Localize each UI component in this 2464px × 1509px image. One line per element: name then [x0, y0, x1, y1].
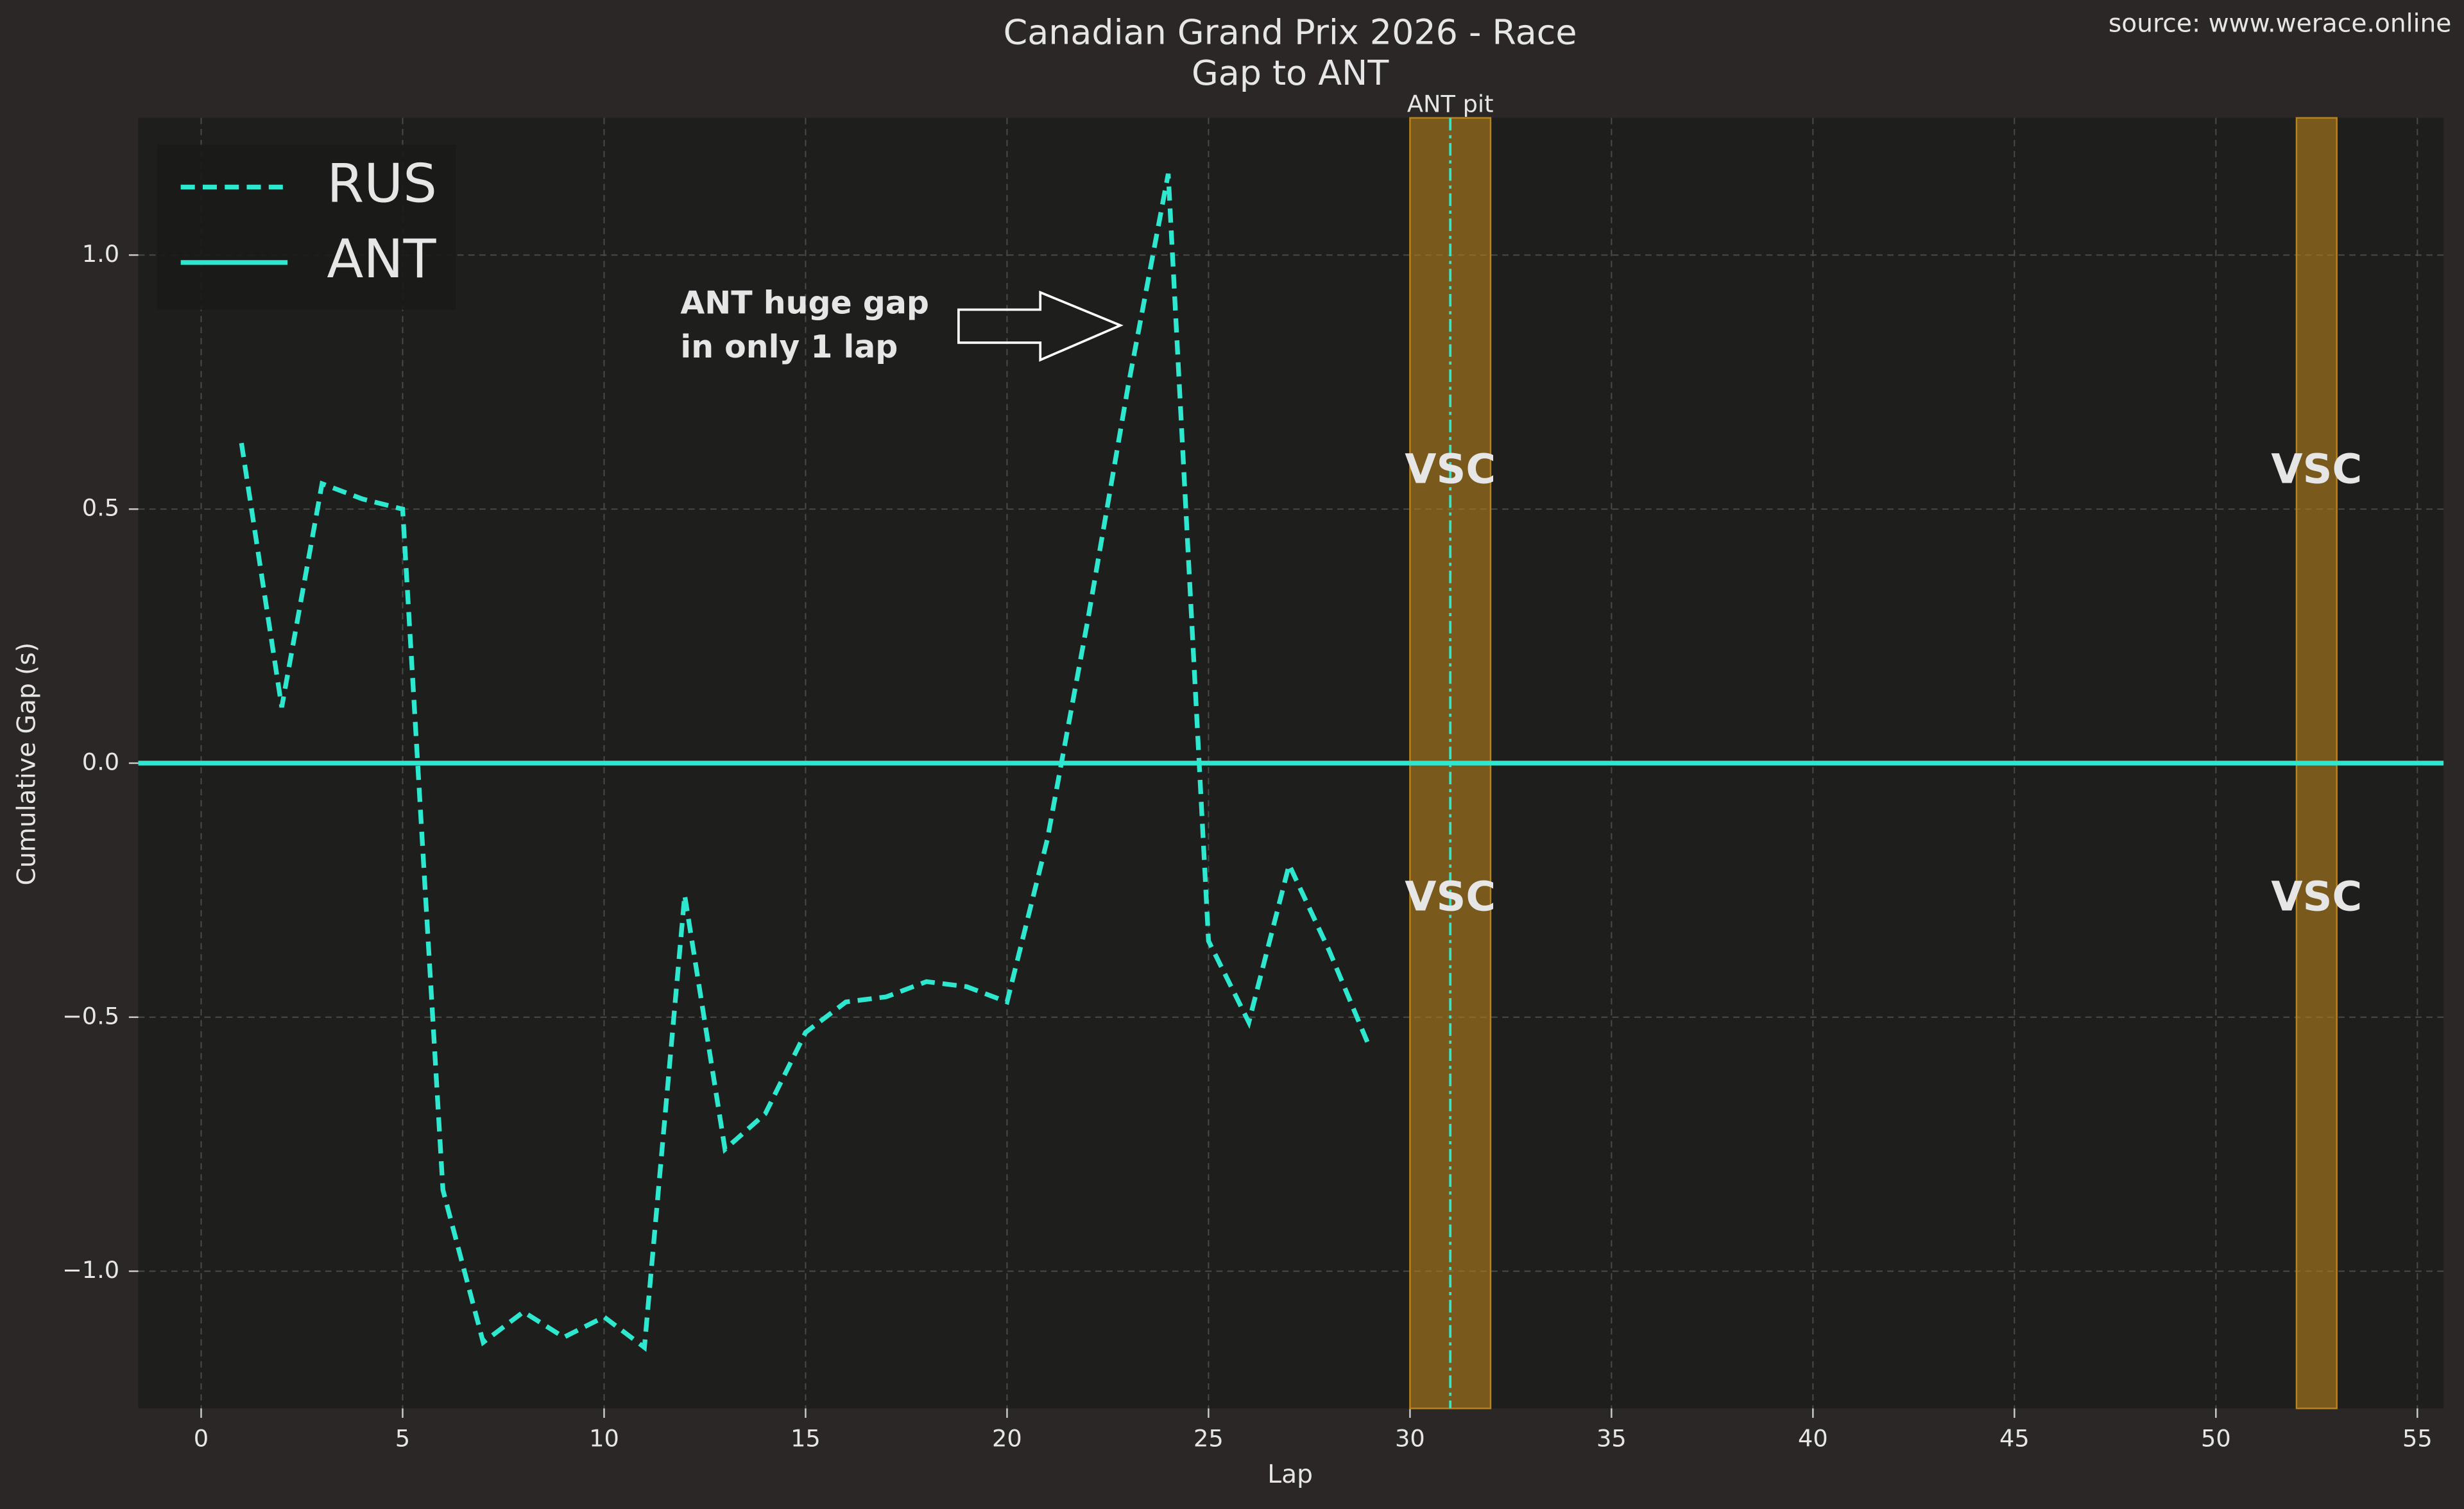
vsc-label: VSC — [1405, 445, 1496, 493]
x-tick-label: 15 — [791, 1425, 821, 1453]
vsc-label: VSC — [1405, 873, 1496, 920]
x-tick-label: 0 — [194, 1425, 209, 1453]
x-tick-label: 30 — [1395, 1425, 1425, 1453]
series-line — [239, 173, 1372, 1352]
source: source: www.werace.online — [2109, 10, 2452, 39]
annotation-line: in only 1 lap — [680, 329, 898, 365]
y-axis-label: Cumulative Gap (s) — [13, 642, 42, 886]
annotation-arrow — [957, 290, 1124, 362]
x-tick-label: 25 — [1194, 1425, 1224, 1453]
x-axis-label: Lap — [1267, 1460, 1313, 1489]
y-tick-label: −0.5 — [62, 1002, 119, 1030]
legend-label: ANT — [327, 228, 436, 290]
legend-box — [157, 144, 456, 310]
annotation: ANT huge gap in only 1 lap — [680, 285, 1124, 365]
x-tick-label: 20 — [992, 1425, 1022, 1453]
y-tick-label: 0.0 — [82, 748, 119, 775]
chart-title: Canadian Grand Prix 2026 - Race — [1004, 12, 1577, 53]
x-tick-label: 45 — [1999, 1425, 2030, 1453]
y-tick-label: 0.5 — [82, 494, 119, 522]
x-tick-label: 35 — [1596, 1425, 1627, 1453]
pit-label: ANT pit — [1407, 91, 1494, 118]
x-tick-label: 40 — [1798, 1425, 1828, 1453]
x-tick-label: 5 — [395, 1425, 410, 1453]
vsc-label: VSC — [2271, 445, 2362, 493]
vsc-label: VSC — [2271, 873, 2362, 920]
y-tick-label: −1.0 — [62, 1256, 119, 1284]
x-tick-label: 55 — [2402, 1425, 2433, 1453]
annotation-line: ANT huge gap — [680, 285, 929, 322]
chart-subtitle: Gap to ANT — [1192, 53, 1389, 93]
x-tick-label: 10 — [589, 1425, 619, 1453]
legend-label: RUS — [327, 152, 437, 214]
y-tick-label: 1.0 — [82, 240, 119, 268]
x-tick-label: 50 — [2201, 1425, 2231, 1453]
